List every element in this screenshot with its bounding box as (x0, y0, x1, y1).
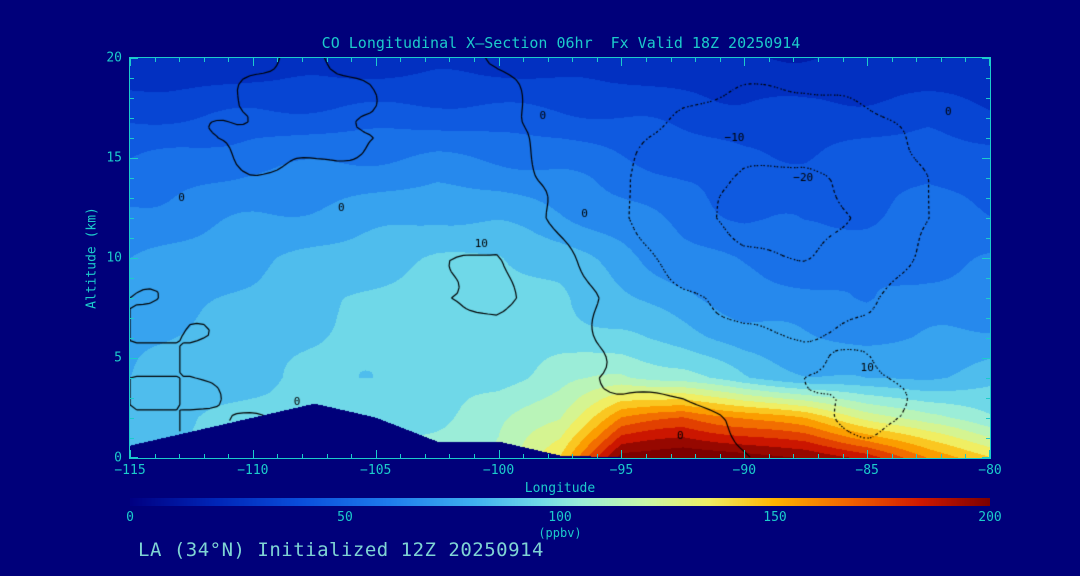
y-tick-label: 5 (114, 350, 122, 366)
x-tick-label: −90 (732, 463, 757, 478)
colorbar-tick-label: 50 (337, 510, 353, 525)
x-axis-label: Longitude (524, 481, 596, 496)
y-tick-label: 0 (114, 450, 122, 466)
y-tick-label: 10 (106, 250, 122, 266)
colorbar-units-label: (ppbv) (538, 526, 582, 540)
x-tick-label: −85 (855, 463, 879, 478)
x-tick-label: −115 (114, 463, 146, 478)
chart-title: CO Longitudinal X—Section 06hr Fx Valid … (321, 34, 801, 52)
plot-area (129, 57, 991, 459)
colorbar-tick-labels: 0 50 100 150 200 (126, 510, 1002, 526)
init-caption: LA (34°N) Initialized 12Z 20250914 (138, 539, 544, 561)
colorbar-tick-label: 200 (978, 510, 1002, 525)
colorbar-tick-label: 100 (548, 510, 572, 525)
colorbar-tick-label: 150 (763, 510, 787, 525)
x-tick-label: −110 (237, 463, 269, 478)
x-tick-label: −80 (978, 463, 1002, 478)
x-axis-tick-labels: −115 −110 −105 −100 −95 −90 −85 −80 (114, 463, 1001, 479)
y-tick-label: 20 (106, 50, 122, 66)
co-cross-section-heatmap (130, 58, 990, 458)
x-tick-label: −95 (609, 463, 634, 478)
y-axis-tick-labels: 0 5 10 15 20 (70, 51, 122, 466)
y-tick-label: 15 (106, 150, 122, 166)
colorbar-tick-label: 0 (126, 510, 134, 525)
colorbar (130, 498, 990, 506)
x-tick-label: −105 (360, 463, 392, 478)
x-tick-label: −100 (482, 463, 515, 478)
